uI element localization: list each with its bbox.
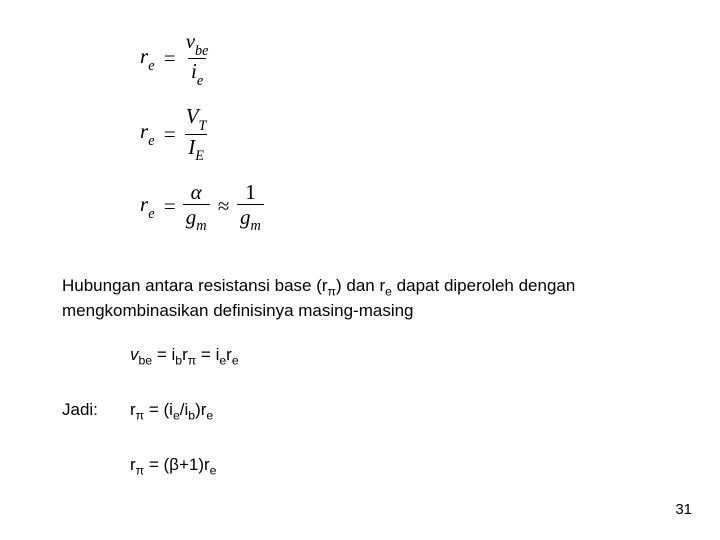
f1-s3: π xyxy=(188,353,196,367)
equals-sign: = xyxy=(163,122,177,147)
f2-s4: e xyxy=(206,408,213,422)
f2-s2: e xyxy=(173,408,180,422)
eq2-num: V xyxy=(186,104,199,128)
explanation-paragraph: Hubungan antara resistansi base (rπ) dan… xyxy=(62,275,680,322)
eq3-num1: α xyxy=(191,180,202,204)
eq2-num-sub: T xyxy=(199,118,207,134)
para-sub-pi: π xyxy=(328,284,336,298)
para-text-2: mengkombinasikan definisinya masing-masi… xyxy=(62,301,414,320)
para-sub-e: e xyxy=(385,284,392,298)
eq3-lhs: r xyxy=(140,192,148,216)
f3-s2: e xyxy=(210,463,217,477)
eq2-den-sub: E xyxy=(195,148,204,164)
eq3-den1-sub: m xyxy=(196,218,206,234)
f1-t2: = i xyxy=(152,345,175,364)
eq1-den-sub: e xyxy=(197,73,203,89)
eq3-den2: g xyxy=(240,205,251,229)
eq3-den1: g xyxy=(186,205,197,229)
eq3-lhs-sub: e xyxy=(148,206,154,222)
eq1-lhs: r xyxy=(140,44,148,68)
para-text-1a: Hubungan antara resistansi base (r xyxy=(62,276,328,295)
eq1-den: i xyxy=(191,59,197,83)
eq2-lhs-sub: e xyxy=(148,133,154,149)
f1-s5: e xyxy=(232,353,239,367)
formula-vbe: vbe = ibrπ = iere xyxy=(130,345,239,367)
f1-s1: be xyxy=(139,353,153,367)
eq1-fraction: vbe ie xyxy=(183,30,212,87)
eq1-lhs-sub: e xyxy=(148,58,154,74)
formula-rpi-ratio: rπ = (ie/ib)re xyxy=(130,400,213,422)
eq3-den2-sub: m xyxy=(251,218,261,234)
equation-2: re = VT IE xyxy=(140,105,264,162)
eq2-fraction: VT IE xyxy=(183,105,210,162)
eq2-lhs: r xyxy=(140,119,148,143)
f2-t4: )r xyxy=(195,400,206,419)
f2-s1: π xyxy=(136,408,144,422)
f2-t3: /i xyxy=(180,400,189,419)
eq3-fraction-1: α gm xyxy=(183,181,210,233)
page-number: 31 xyxy=(675,501,692,518)
para-text-1b: ) dan r xyxy=(336,276,385,295)
equals-sign: = xyxy=(163,46,177,71)
para-text-1c: dapat diperoleh dengan xyxy=(392,276,575,295)
f1-t4: = i xyxy=(196,345,219,364)
f3-s1: π xyxy=(136,463,144,477)
f2-t2: = (i xyxy=(144,400,173,419)
eq1-num: v xyxy=(186,29,195,53)
equals-sign: = xyxy=(163,194,177,219)
equations-block: re = vbe ie re = VT IE re = α gm ≈ 1 gm xyxy=(140,30,264,251)
jadi-label: Jadi: xyxy=(62,400,98,420)
equation-3: re = α gm ≈ 1 gm xyxy=(140,181,264,233)
equation-1: re = vbe ie xyxy=(140,30,264,87)
f3-t2: = (β+1)r xyxy=(144,455,210,474)
approx-sign: ≈ xyxy=(218,194,230,219)
eq1-num-sub: be xyxy=(195,43,208,59)
f1-t1: v xyxy=(130,345,139,364)
formula-rpi-beta: rπ = (β+1)re xyxy=(130,455,216,477)
eq3-num2: 1 xyxy=(245,180,256,204)
eq3-fraction-2: 1 gm xyxy=(237,181,264,233)
